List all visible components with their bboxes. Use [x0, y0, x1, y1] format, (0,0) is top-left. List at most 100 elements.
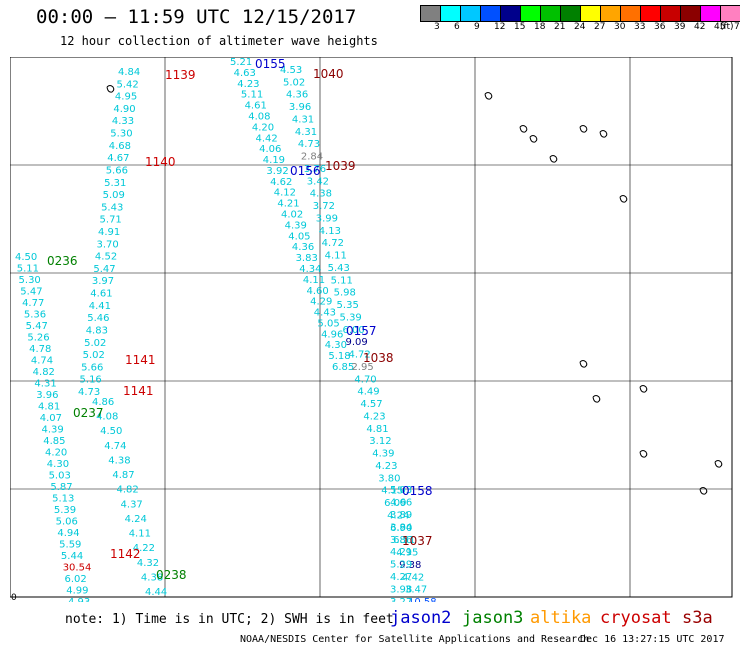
lat-tick-label: -8	[10, 486, 11, 496]
scale-swatch	[481, 6, 501, 21]
swh-value: 4.39	[372, 449, 394, 460]
swh-value: 5.05	[317, 318, 339, 329]
swh-value: 4.95	[115, 92, 137, 103]
swh-value: 5.39	[340, 312, 362, 323]
swh-value: 4.24	[387, 510, 409, 521]
swh-value: 6.00	[343, 325, 365, 336]
map-title: 00:00 – 11:59 UTC 12/15/2017	[36, 6, 357, 28]
swh-value: 5.03	[390, 485, 412, 496]
swh-value: 5.46	[87, 313, 109, 324]
swh-value: 4.23	[237, 79, 259, 90]
swh-value: 5.09	[103, 190, 125, 201]
swh-value: 4.21	[277, 199, 299, 210]
swh-value: 9.09	[345, 337, 367, 348]
swh-value: 3.86	[390, 535, 412, 546]
swh-value: 4.90	[113, 104, 135, 115]
legend-jason2: jason2	[390, 608, 452, 628]
island-outline	[619, 195, 628, 203]
track-time-label: 1141	[125, 353, 156, 367]
legend-cryosat: cryosat	[600, 608, 672, 628]
scale-swatch	[641, 6, 661, 21]
island-outline	[579, 125, 588, 133]
swh-value: 4.91	[98, 227, 120, 238]
swh-value: 5.43	[328, 263, 350, 274]
track-time-label: 0236	[47, 254, 78, 268]
footnote: note: 1) Time is in UTC; 2) SWH is in fe…	[65, 612, 394, 627]
swh-value: 4.31	[292, 114, 314, 125]
generation-timestamp: Dec 16 13:27:15 UTC 2017	[580, 634, 725, 645]
swh-value: 5.02	[84, 338, 106, 349]
swh-value: 4.23	[363, 411, 385, 422]
swh-value: 4.85	[43, 436, 65, 447]
island-outline	[579, 360, 588, 368]
swh-value: 6.90	[390, 523, 412, 534]
swh-value: 4.20	[252, 122, 274, 133]
swh-value: 4.87	[112, 470, 134, 481]
swh-value: 3.70	[96, 239, 118, 250]
swh-value: 4.50	[100, 426, 122, 437]
swh-value: 4.19	[263, 155, 285, 166]
swh-value: 4.86	[92, 397, 114, 408]
track-time-label: 1139	[165, 68, 196, 82]
swh-value: 3.76	[304, 164, 326, 175]
island-outline	[549, 155, 558, 163]
grid-lines	[10, 57, 732, 597]
swh-value: 4.94	[57, 528, 79, 539]
swh-value: 4.11	[325, 251, 347, 262]
swh-value: 4.11	[129, 529, 151, 540]
scale-label: 70	[734, 22, 740, 32]
scale-swatch	[621, 6, 641, 21]
track-time-label: 0158	[402, 484, 433, 498]
swh-value: 5.66	[81, 362, 103, 373]
swh-value: 5.44	[61, 551, 83, 562]
scale-label: 12	[494, 22, 506, 32]
swh-value: 5.39	[54, 505, 76, 516]
swh-value: 5.59	[59, 540, 81, 551]
swh-value: 3.96	[289, 102, 311, 113]
swh-value: 3.92	[266, 166, 288, 177]
swh-value: 4.39	[285, 220, 307, 231]
color-scale-bar	[420, 5, 740, 22]
swh-value: 4.02	[281, 210, 303, 221]
swh-value: 4.78	[29, 344, 51, 355]
scale-label: 45	[714, 22, 726, 32]
scale-label: 36	[654, 22, 666, 32]
island-outline	[529, 135, 538, 143]
track-time-label: 1141	[123, 384, 154, 398]
swh-value: 4.05	[288, 231, 310, 242]
swh-value: 4.24	[125, 514, 147, 525]
track-time-label: 1037	[402, 534, 433, 548]
swh-value: 4.36	[292, 242, 314, 253]
altimeter-tracks: 4.845.424.954.904.335.304.684.675.665.31…	[15, 57, 437, 602]
island-outline	[106, 85, 115, 93]
swh-value: 5.35	[337, 300, 359, 311]
swh-value: 4.49	[357, 387, 379, 398]
swh-value: 4.39	[42, 425, 64, 436]
swh-value: 6.51	[393, 535, 415, 546]
island-outline	[714, 460, 723, 468]
swh-value: 3.42	[307, 176, 329, 187]
legend-altika: altika	[530, 608, 592, 628]
track-time-label: 0156	[290, 164, 321, 178]
swh-value: 5.11	[331, 275, 353, 286]
swh-value: 4.27	[390, 572, 412, 583]
swh-value: 4.20	[45, 448, 67, 459]
island-outline	[592, 395, 601, 403]
scale-label: 39	[674, 22, 686, 32]
scale-label: 15	[514, 22, 526, 32]
swh-value: 4.68	[109, 141, 131, 152]
swh-value: 3.72	[313, 201, 335, 212]
swh-value: 4.30	[47, 459, 69, 470]
swh-value: 5.47	[93, 264, 115, 275]
swh-value: 4.72	[322, 238, 344, 249]
swh-value: 4.23	[375, 461, 397, 472]
legend-jason3: jason3	[462, 608, 524, 628]
scale-swatch	[561, 6, 581, 21]
swh-value: 5.02	[283, 77, 305, 88]
swh-value: 4.83	[86, 325, 108, 336]
swh-value: 3.99	[316, 213, 338, 224]
swh-value: 4.61	[90, 289, 112, 300]
scale-swatch	[661, 6, 681, 21]
scale-swatch	[581, 6, 601, 21]
axis-tick-labels: 1651681711741770-2-4-6-8-10	[10, 162, 17, 602]
